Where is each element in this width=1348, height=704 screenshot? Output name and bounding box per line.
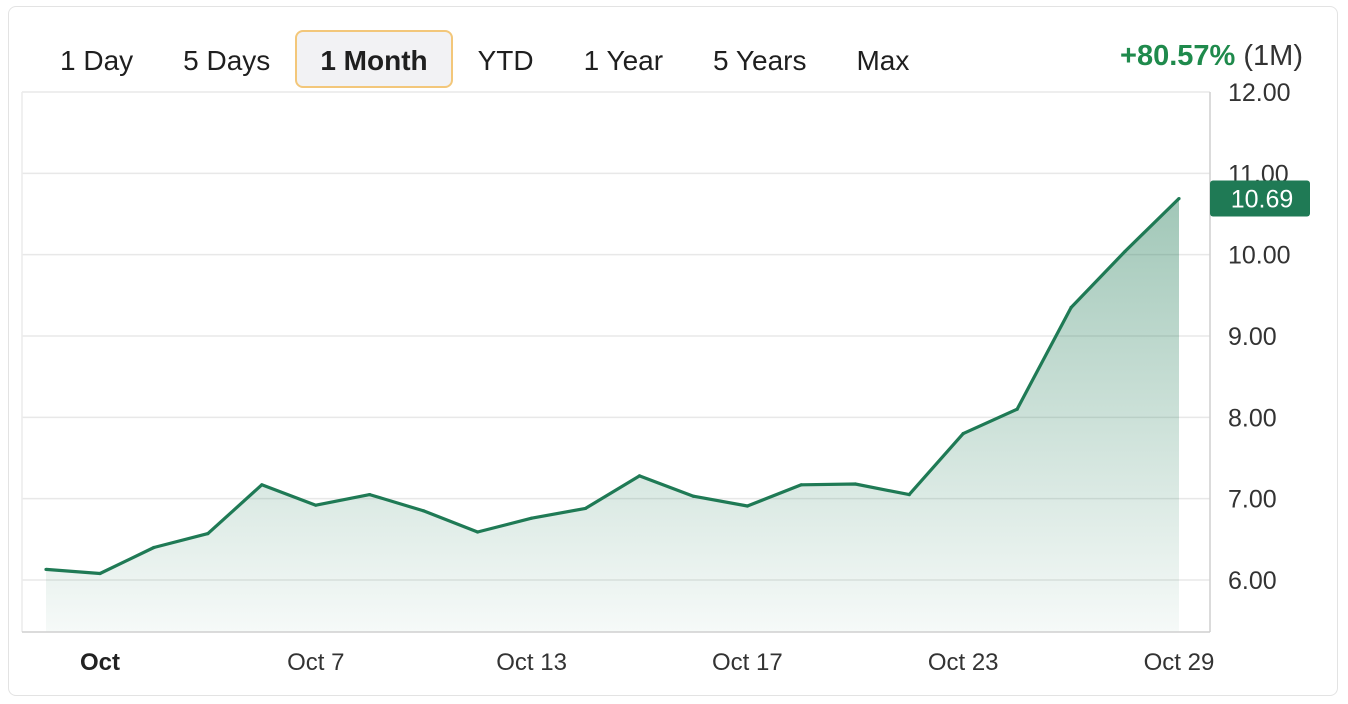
data-point-7: [422, 509, 426, 513]
y-tick-label: 6.00: [1228, 567, 1277, 595]
last-price-badge: [1210, 180, 1310, 217]
data-point-4: [260, 483, 264, 487]
range-tabs: 1 Day 5 Days 1 Month YTD 1 Year 5 Years …: [35, 29, 934, 89]
data-point-2: [152, 545, 156, 550]
area-fill-path: [46, 198, 1179, 632]
tab-5-years[interactable]: 5 Years: [713, 45, 807, 76]
data-point-3: [206, 532, 210, 536]
data-point-14: [799, 483, 803, 487]
change-period: (1M): [1243, 40, 1303, 72]
y-tick-label: 7.00: [1228, 486, 1277, 514]
data-point-10: [583, 506, 588, 511]
data-point-1: [98, 571, 102, 576]
x-tick-label: Oct: [80, 649, 120, 676]
axes: [22, 92, 1211, 633]
price-line: [44, 196, 1181, 576]
y-tick-label: 12.00: [1228, 79, 1291, 107]
tab-1-day[interactable]: 1 Day: [60, 45, 134, 76]
change-percent: +80.57%: [1120, 40, 1236, 72]
x-axis-labels: Oct Oct 7 Oct 13 Oct 17 Oct 23 Oct 29: [80, 649, 1214, 676]
data-point-21: [1177, 196, 1181, 201]
data-point-20: [1123, 249, 1127, 254]
price-change: +80.57% (1M): [1120, 40, 1303, 73]
tab-max[interactable]: Max: [856, 45, 910, 76]
data-point-0: [44, 567, 48, 572]
tab-1-year[interactable]: 1 Year: [583, 45, 664, 76]
data-point-5: [314, 503, 318, 507]
y-tick-label: 10.00: [1228, 242, 1291, 270]
data-point-12: [691, 494, 696, 498]
data-point-13: [745, 504, 749, 508]
data-point-19: [1069, 305, 1073, 310]
tab-1-month[interactable]: 1 Month: [295, 30, 453, 88]
data-point-8: [476, 530, 480, 534]
data-point-18: [1015, 407, 1019, 411]
area-fill: [46, 198, 1179, 632]
last-price-label: 10.69: [1231, 186, 1294, 214]
x-tick-label: Oct 7: [287, 649, 344, 676]
data-point-15: [853, 482, 857, 486]
last-price-tag: 10.69: [1210, 180, 1310, 217]
data-point-17: [961, 432, 965, 436]
data-point-9: [529, 516, 534, 520]
tab-5-days[interactable]: 5 Days: [183, 45, 271, 76]
series-line: [45, 197, 1181, 576]
x-tick-label: Oct 17: [712, 649, 783, 676]
x-tick-label: Oct 13: [496, 649, 567, 676]
tab-ytd[interactable]: YTD: [477, 45, 534, 76]
x-tick-label: Oct 29: [1144, 649, 1215, 676]
x-tick-label: Oct 23: [928, 649, 999, 676]
y-tick-label: 9.00: [1228, 323, 1277, 351]
data-point-11: [637, 474, 642, 478]
y-tick-label: 8.00: [1228, 404, 1277, 432]
data-point-16: [907, 493, 911, 497]
data-point-6: [368, 493, 372, 497]
